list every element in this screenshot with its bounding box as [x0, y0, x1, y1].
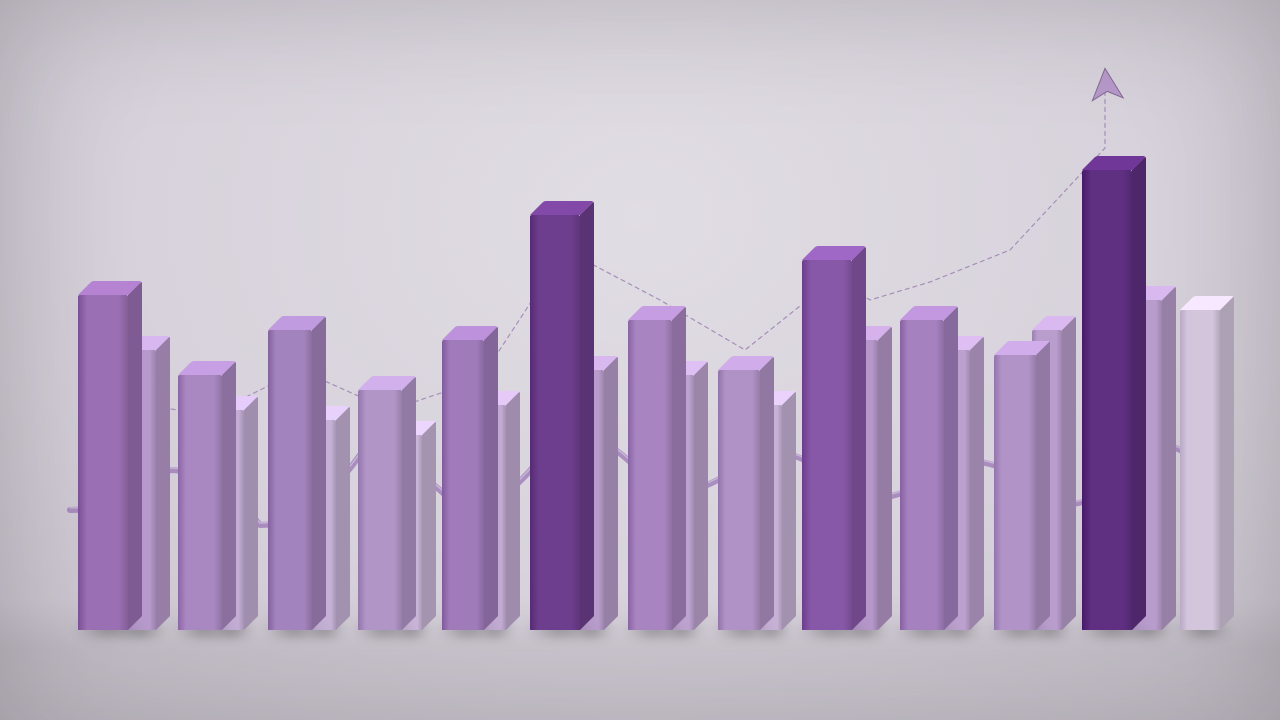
bar-2: [178, 375, 222, 630]
bar-8: [442, 340, 484, 630]
bar-10: [530, 215, 580, 630]
bar-22: [1082, 170, 1132, 630]
bar-20: [994, 355, 1036, 630]
bar-24: [1180, 310, 1220, 630]
bar-6: [358, 390, 402, 630]
chart-stage: [0, 0, 1280, 720]
bar-12: [628, 320, 672, 630]
bar-0: [78, 295, 128, 630]
bar-16: [802, 260, 852, 630]
bar-18: [900, 320, 944, 630]
bar-14: [718, 370, 760, 630]
bar-chart-3d: [0, 0, 1280, 720]
bar-4: [268, 330, 312, 630]
